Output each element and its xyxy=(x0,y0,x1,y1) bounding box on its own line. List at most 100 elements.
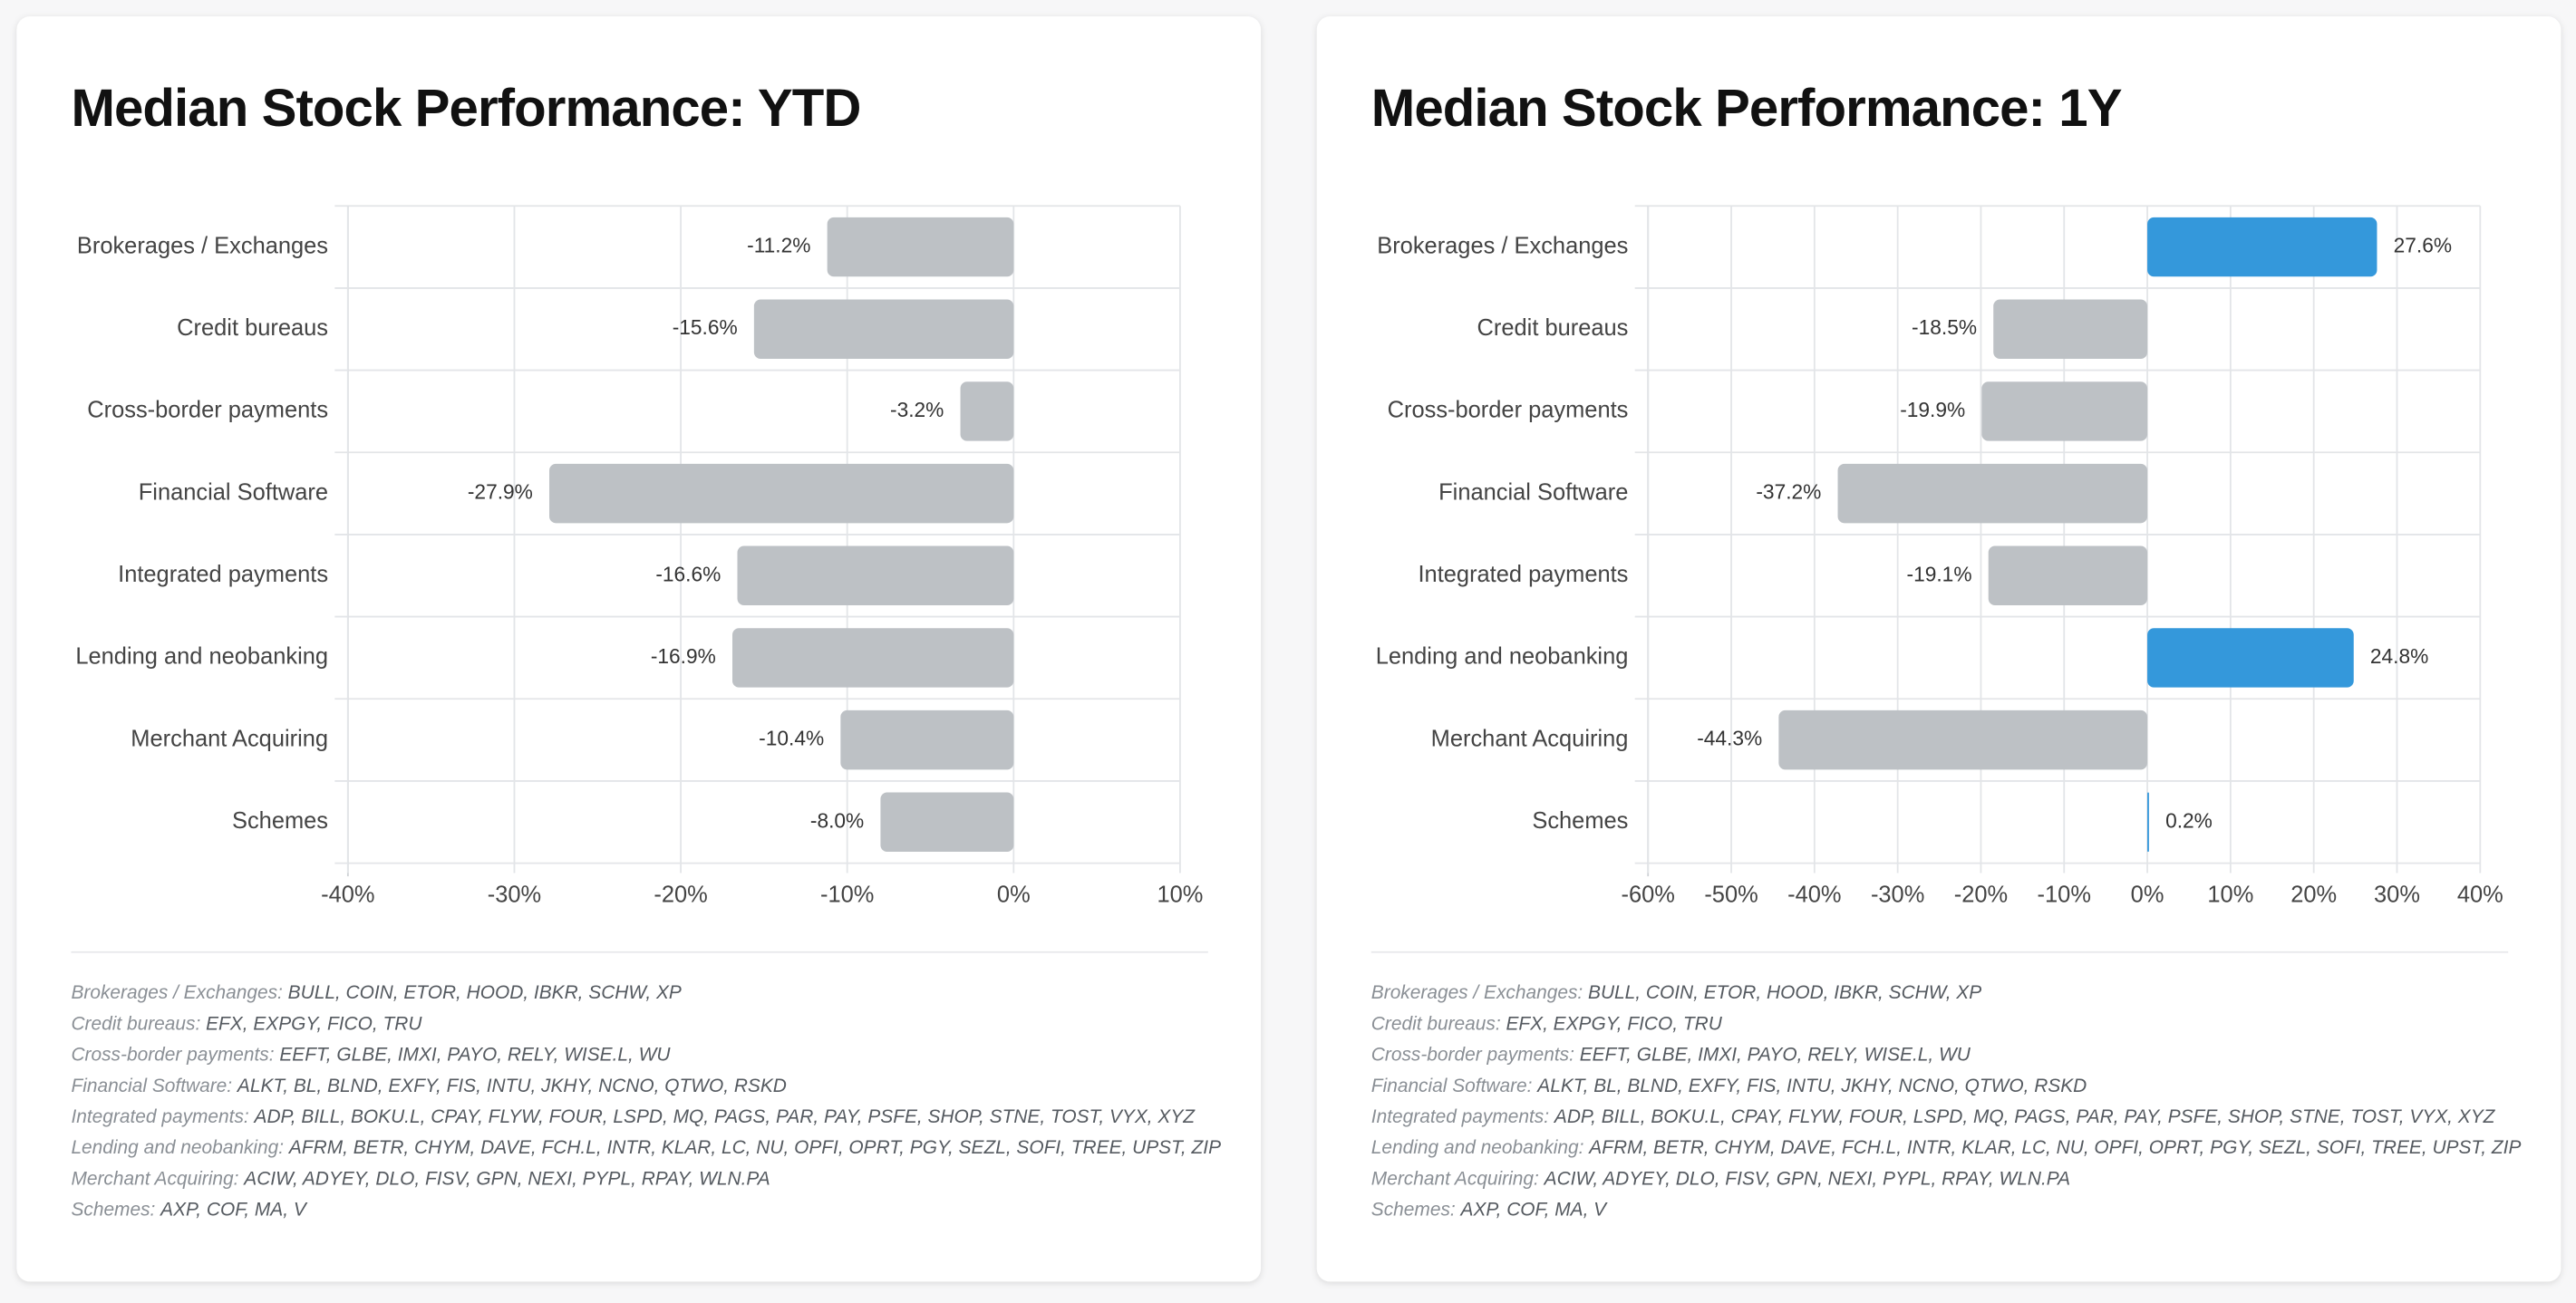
bar xyxy=(1988,545,2148,605)
note-label: Brokerages / Exchanges: xyxy=(1371,982,1583,1003)
category-label: Schemes xyxy=(232,808,328,834)
bar xyxy=(1993,299,2148,359)
note-tickers: AXP, COF, MA, V xyxy=(159,1199,308,1220)
chart-title: Median Stock Performance: YTD xyxy=(71,79,860,138)
note-tickers: ADP, BILL, BOKU.L, CPAY, FLYW, FOUR, LSP… xyxy=(1553,1105,2496,1126)
x-tick-label: 40% xyxy=(2457,883,2503,908)
category-label: Schemes xyxy=(1532,808,1628,834)
note-tickers: EFX, EXPGY, FICO, TRU xyxy=(1506,1013,1722,1034)
note-tickers: ACIW, ADYEY, DLO, FISV, GPN, NEXI, PYPL,… xyxy=(1543,1168,2070,1189)
category-label: Cross-border payments xyxy=(1388,398,1629,423)
note-label: Merchant Acquiring: xyxy=(71,1168,238,1189)
category-label: Brokerages / Exchanges xyxy=(1377,233,1628,258)
bar xyxy=(753,299,1014,359)
bar xyxy=(840,709,1014,770)
bar xyxy=(737,545,1014,605)
value-label: -3.2% xyxy=(890,398,944,421)
value-label: -10.4% xyxy=(759,727,824,750)
note: Integrated payments: ADP, BILL, BOKU.L, … xyxy=(71,1105,1196,1126)
value-label: -27.9% xyxy=(468,480,533,504)
note: Integrated payments: ADP, BILL, BOKU.L, … xyxy=(1371,1105,2496,1126)
value-label: -19.1% xyxy=(1907,562,1972,585)
note-label: Schemes: xyxy=(71,1199,155,1220)
note: Financial Software: ALKT, BL, BLND, EXFY… xyxy=(1371,1075,2087,1095)
note: Cross-border payments: EEFT, GLBE, IMXI,… xyxy=(71,1044,671,1065)
value-label: 0.2% xyxy=(2165,808,2213,832)
value-label: -44.3% xyxy=(1697,727,1762,750)
category-label: Integrated payments xyxy=(118,562,328,587)
bar xyxy=(2147,792,2149,852)
note-tickers: AFRM, BETR, CHYM, DAVE, FCH.L, INTR, KLA… xyxy=(287,1137,1221,1158)
value-label: -16.6% xyxy=(655,562,721,585)
bar xyxy=(2147,628,2354,688)
note-tickers: EEFT, GLBE, IMXI, PAYO, RELY, WISE.L, WU xyxy=(1580,1044,1971,1065)
category-label: Financial Software xyxy=(1438,479,1628,505)
x-tick-label: -10% xyxy=(820,883,874,908)
x-tick-label: 10% xyxy=(2207,883,2253,908)
note: Financial Software: ALKT, BL, BLND, EXFY… xyxy=(71,1075,786,1095)
note: Lending and neobanking: AFRM, BETR, CHYM… xyxy=(1371,1137,2522,1158)
note-tickers: ADP, BILL, BOKU.L, CPAY, FLYW, FOUR, LSP… xyxy=(253,1105,1196,1126)
value-label: -11.2% xyxy=(747,234,810,257)
bar xyxy=(1981,381,2148,441)
note: Merchant Acquiring: ACIW, ADYEY, DLO, FI… xyxy=(71,1168,770,1189)
card xyxy=(1316,16,2561,1282)
note-label: Financial Software: xyxy=(1371,1075,1533,1095)
note: Brokerages / Exchanges: BULL, COIN, ETOR… xyxy=(71,982,681,1003)
value-label: 24.8% xyxy=(2370,644,2428,668)
note: Brokerages / Exchanges: BULL, COIN, ETOR… xyxy=(1371,982,1981,1003)
value-label: -15.6% xyxy=(673,315,738,339)
category-label: Lending and neobanking xyxy=(75,644,328,670)
note-label: Schemes: xyxy=(1371,1199,1456,1220)
note-label: Financial Software: xyxy=(71,1075,232,1095)
note: Credit bureaus: EFX, EXPGY, FICO, TRU xyxy=(71,1013,422,1034)
x-tick-label: -60% xyxy=(1622,883,1675,908)
note: Schemes: AXP, COF, MA, V xyxy=(1371,1199,1608,1220)
note-label: Integrated payments: xyxy=(71,1105,248,1126)
note-label: Cross-border payments: xyxy=(71,1044,274,1065)
note-label: Brokerages / Exchanges: xyxy=(71,982,282,1003)
note-label: Credit bureaus: xyxy=(71,1013,200,1034)
category-label: Cross-border payments xyxy=(87,398,328,423)
note: Lending and neobanking: AFRM, BETR, CHYM… xyxy=(71,1137,1221,1158)
x-tick-label: -10% xyxy=(2038,883,2091,908)
x-tick-label: -40% xyxy=(1787,883,1841,908)
value-label: -37.2% xyxy=(1756,480,1821,504)
note: Cross-border payments: EEFT, GLBE, IMXI,… xyxy=(1371,1044,1971,1065)
bar xyxy=(549,463,1014,524)
value-label: 27.6% xyxy=(2394,234,2452,257)
bar xyxy=(880,792,1014,852)
x-tick-label: -20% xyxy=(654,883,707,908)
category-label: Merchant Acquiring xyxy=(1431,726,1629,751)
note-label: Cross-border payments: xyxy=(1371,1044,1574,1065)
category-label: Integrated payments xyxy=(1419,562,1629,587)
bar xyxy=(2147,217,2377,277)
note-label: Merchant Acquiring: xyxy=(1371,1168,1539,1189)
note-tickers: BULL, COIN, ETOR, HOOD, IBKR, SCHW, XP xyxy=(288,982,682,1003)
note-tickers: AFRM, BETR, CHYM, DAVE, FCH.L, INTR, KLA… xyxy=(1587,1137,2521,1158)
note-tickers: ALKT, BL, BLND, EXFY, FIS, INTU, JKHY, N… xyxy=(236,1075,787,1095)
note-label: Lending and neobanking: xyxy=(1371,1137,1584,1158)
value-label: -8.0% xyxy=(810,808,864,832)
note-tickers: BULL, COIN, ETOR, HOOD, IBKR, SCHW, XP xyxy=(1588,982,1981,1003)
x-tick-label: -20% xyxy=(1954,883,2008,908)
note: Schemes: AXP, COF, MA, V xyxy=(71,1199,307,1220)
category-label: Financial Software xyxy=(139,479,328,505)
category-label: Merchant Acquiring xyxy=(131,726,328,751)
x-tick-label: 30% xyxy=(2374,883,2420,908)
value-label: -16.9% xyxy=(651,644,716,668)
note-tickers: EEFT, GLBE, IMXI, PAYO, RELY, WISE.L, WU xyxy=(279,1044,671,1065)
value-label: -19.9% xyxy=(1900,398,1965,421)
x-tick-label: -50% xyxy=(1704,883,1758,908)
x-tick-label: 20% xyxy=(2290,883,2337,908)
note: Merchant Acquiring: ACIW, ADYEY, DLO, FI… xyxy=(1371,1168,2070,1189)
note-label: Integrated payments: xyxy=(1371,1105,1549,1126)
category-label: Credit bureaus xyxy=(1477,315,1629,341)
x-tick-label: -30% xyxy=(1871,883,1924,908)
note-tickers: ALKT, BL, BLND, EXFY, FIS, INTU, JKHY, N… xyxy=(1535,1075,2087,1095)
note-label: Credit bureaus: xyxy=(1371,1013,1501,1034)
x-tick-label: -40% xyxy=(321,883,374,908)
x-tick-label: 10% xyxy=(1157,883,1203,908)
